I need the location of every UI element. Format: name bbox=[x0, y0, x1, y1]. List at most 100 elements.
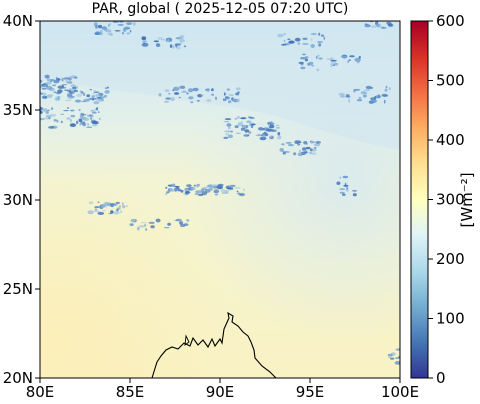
cloud-speck bbox=[109, 22, 112, 26]
cloud-speck bbox=[169, 188, 172, 191]
cloud-speck bbox=[75, 120, 79, 125]
cloud-speck bbox=[53, 91, 57, 94]
cloud-speck bbox=[185, 191, 191, 194]
cloud-speck bbox=[275, 127, 281, 129]
cloud-speck bbox=[69, 96, 76, 98]
cloud-speck bbox=[390, 357, 395, 360]
cloud-speck bbox=[35, 76, 38, 79]
cloud-speck bbox=[320, 34, 325, 37]
cloud-speck bbox=[339, 191, 345, 194]
cloud-speck bbox=[240, 117, 247, 120]
cloud-speck bbox=[258, 133, 261, 137]
cloud-speck bbox=[97, 211, 105, 215]
cloud-speck bbox=[122, 28, 127, 32]
cloud-speck bbox=[226, 88, 230, 91]
cloud-speck bbox=[40, 85, 44, 89]
cloud-speck bbox=[56, 91, 61, 95]
cloud-speck bbox=[104, 201, 109, 205]
cloud-speck bbox=[213, 189, 220, 194]
cloud-speck bbox=[53, 79, 60, 84]
cloud-speck bbox=[31, 85, 33, 86]
cloud-speck bbox=[338, 92, 345, 96]
cloud-speck bbox=[188, 96, 194, 100]
cloud-speck bbox=[42, 84, 47, 88]
cloud-speck bbox=[121, 31, 125, 35]
cloud-speck bbox=[36, 75, 40, 78]
cloud-speck bbox=[283, 39, 286, 42]
cloud-speck bbox=[83, 98, 90, 102]
cloud-speck bbox=[95, 31, 101, 35]
cloud-speck bbox=[90, 109, 95, 112]
cloud-speck bbox=[214, 193, 219, 196]
cloud-speck bbox=[311, 64, 315, 67]
cloud-speck bbox=[236, 192, 241, 195]
cloud-speck bbox=[93, 101, 100, 105]
cloud-speck bbox=[224, 118, 232, 121]
cloud-speck bbox=[171, 183, 176, 188]
cloud-speck bbox=[78, 109, 81, 111]
cloud-speck bbox=[107, 202, 112, 207]
cloud-speck bbox=[122, 205, 126, 209]
cloud-speck bbox=[216, 185, 223, 190]
cloud-speck bbox=[234, 118, 237, 120]
cloud-speck bbox=[262, 134, 266, 137]
cloud-speck bbox=[88, 201, 94, 205]
cloud-speck bbox=[300, 57, 306, 60]
cloud-speck bbox=[132, 22, 136, 26]
cloud-speck bbox=[310, 38, 313, 41]
cloud-speck bbox=[352, 193, 357, 197]
colorbar: 600 500 400 300 200 100 0 [Wm⁻²] bbox=[410, 12, 476, 387]
cloud-speck bbox=[43, 108, 47, 112]
coastline bbox=[151, 311, 277, 378]
cloud-speck bbox=[168, 93, 171, 95]
cloud-speck bbox=[155, 218, 161, 223]
cloud-speck bbox=[348, 59, 352, 62]
cloud-speck bbox=[180, 189, 184, 193]
cloud-speck bbox=[98, 117, 101, 121]
cloud-speck bbox=[183, 45, 187, 48]
colorbar-tick-label: 0 bbox=[436, 369, 446, 387]
cloud-speck bbox=[281, 43, 287, 46]
cloud-speck bbox=[225, 132, 229, 136]
cloud-speck bbox=[260, 136, 266, 139]
cloud-speck bbox=[125, 205, 128, 208]
cloud-speck bbox=[283, 33, 286, 35]
cloud-speck bbox=[220, 188, 225, 193]
cloud-speck bbox=[377, 94, 381, 98]
cloud-speck bbox=[66, 117, 71, 120]
cloud-speck bbox=[118, 205, 122, 208]
cloud-speck bbox=[179, 39, 186, 43]
cloud-speck bbox=[98, 111, 100, 113]
colorbar-tick-label: 300 bbox=[436, 191, 465, 209]
cloud-speck bbox=[304, 56, 309, 58]
cloud-speck bbox=[153, 40, 159, 43]
cloud-speck bbox=[317, 55, 320, 57]
cloud-speck bbox=[97, 24, 103, 29]
colorbar-tick-label: 100 bbox=[436, 310, 465, 328]
colorbar-gradient bbox=[410, 20, 429, 379]
cloud-speck bbox=[61, 86, 67, 89]
cloud-speck bbox=[309, 140, 312, 143]
cloud-speck bbox=[54, 97, 61, 102]
cloud-speck bbox=[242, 188, 245, 191]
cloud-speck bbox=[345, 189, 349, 192]
cloud-speck bbox=[172, 89, 175, 92]
cloud-speck bbox=[50, 80, 52, 83]
cloud-speck bbox=[45, 85, 53, 90]
cloud-speck bbox=[142, 40, 147, 42]
colorbar-tick-label: 400 bbox=[436, 131, 465, 149]
cloud-speck bbox=[206, 88, 210, 92]
cloud-speck bbox=[52, 84, 57, 87]
cloud-speck bbox=[142, 42, 146, 45]
cloud-speck bbox=[79, 122, 82, 126]
cloud-speck bbox=[125, 21, 133, 25]
cloud-speck bbox=[26, 97, 29, 99]
cloud-speck bbox=[174, 187, 178, 192]
cloud-speck bbox=[318, 32, 321, 36]
cloud-speck bbox=[358, 55, 361, 59]
cloud-speck bbox=[61, 77, 64, 82]
cloud-speck bbox=[339, 188, 346, 190]
cloud-speck bbox=[91, 95, 96, 97]
cloud-speck bbox=[388, 87, 391, 91]
cloud-speck bbox=[300, 62, 304, 66]
